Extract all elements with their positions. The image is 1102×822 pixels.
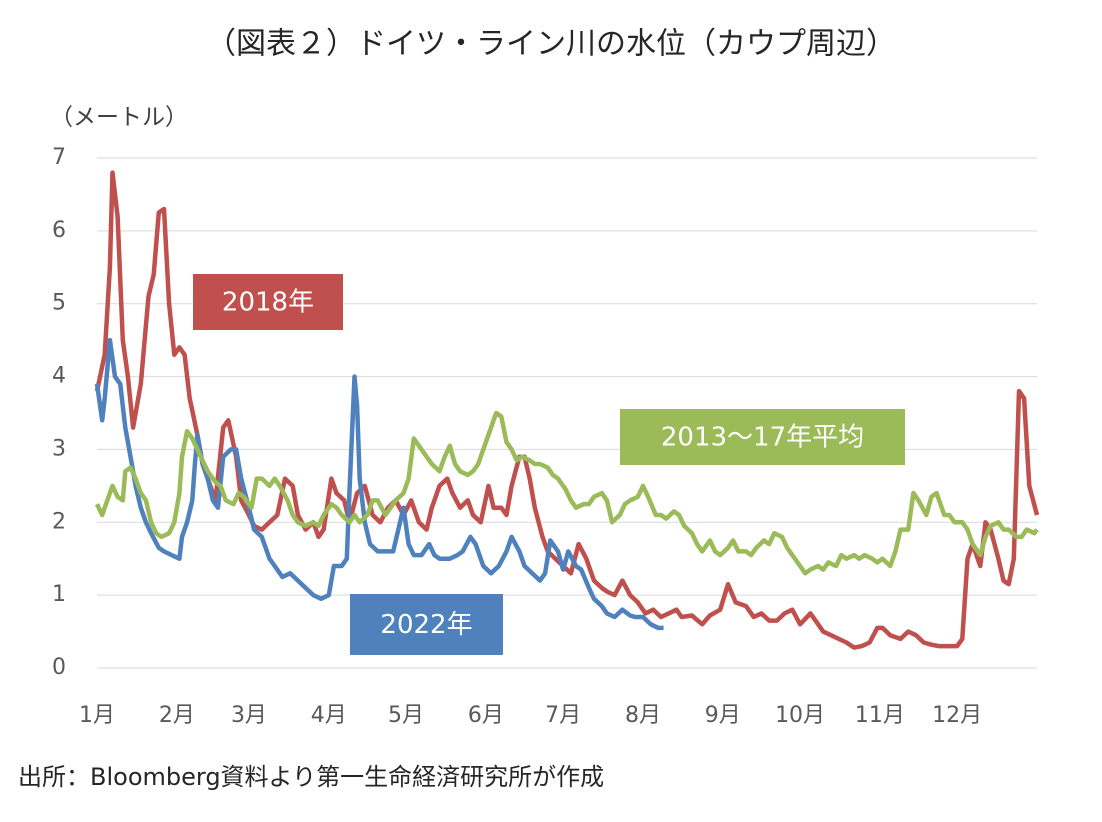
x-tick-label: 8月 xyxy=(625,703,661,728)
y-tick-label: 7 xyxy=(52,145,66,170)
x-tick-label: 4月 xyxy=(311,703,347,728)
x-tick-label: 7月 xyxy=(545,703,581,728)
series-line xyxy=(94,170,1040,650)
y-tick-label: 1 xyxy=(52,582,66,607)
x-tick-label: 3月 xyxy=(231,703,267,728)
series-line xyxy=(94,410,1039,576)
x-tick-label: 1月 xyxy=(79,703,115,728)
x-tick-label: 11月 xyxy=(855,703,905,728)
x-tick-label: 9月 xyxy=(705,703,741,728)
y-tick-label: 3 xyxy=(52,436,66,461)
source-note: 出所：Bloomberg資料より第一生命経済研究所が作成 xyxy=(18,763,604,791)
x-tick-label: 10月 xyxy=(775,703,825,728)
y-tick-label: 5 xyxy=(52,291,66,316)
legend-label: 2018年 xyxy=(222,288,314,318)
legend-label: 2022年 xyxy=(380,610,472,640)
x-tick-label: 12月 xyxy=(932,703,982,728)
y-tick-label: 4 xyxy=(52,364,66,389)
series-line xyxy=(94,337,664,631)
x-tick-label: 2月 xyxy=(159,703,195,728)
y-tick-label: 0 xyxy=(52,655,66,680)
series-label-box xyxy=(193,274,343,330)
y-tick-label: 2 xyxy=(52,509,66,534)
legend-label: 2013〜17年平均 xyxy=(661,423,864,453)
chart-title: （図表２）ドイツ・ライン川の水位（カウプ周辺） xyxy=(206,27,896,62)
x-tick-label: 6月 xyxy=(468,703,504,728)
y-tick-label: 6 xyxy=(52,218,66,243)
y-axis-label: （メートル） xyxy=(50,105,188,131)
series-label-box xyxy=(350,594,503,655)
series-label-box xyxy=(620,409,905,465)
x-tick-label: 5月 xyxy=(388,703,424,728)
